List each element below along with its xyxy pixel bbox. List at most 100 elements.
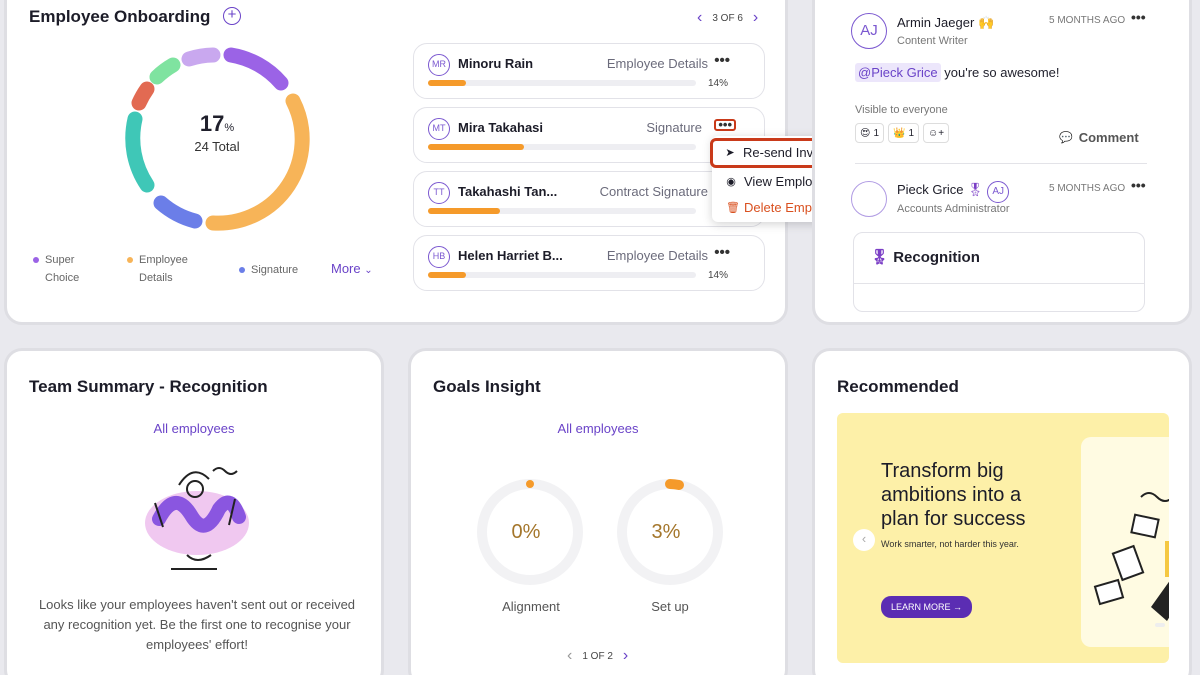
post-message: @Pieck Grice you're so awesome! <box>855 63 1060 82</box>
more-options-icon[interactable]: ••• <box>1131 177 1146 193</box>
donut-percent-unit: % <box>224 122 235 134</box>
gauge-indicator <box>665 479 684 490</box>
chevron-right-icon[interactable]: › <box>752 9 759 26</box>
setup-gauge <box>617 479 723 585</box>
legend-employee-details: Employee Details <box>127 251 188 287</box>
chevron-right-icon[interactable]: › <box>622 647 629 664</box>
progress-fill <box>428 208 501 214</box>
employee-filter[interactable]: All employees <box>153 421 235 436</box>
recommended-card: Recommended ‹ Transform big ambitions in… <box>812 348 1192 675</box>
goals-pager: ‹ 1 OF 2 › <box>567 647 628 665</box>
progress-track <box>428 208 696 214</box>
divider <box>854 283 1144 284</box>
author-role: Content Writer <box>897 35 968 47</box>
pager-text: 3 OF 6 <box>712 12 743 24</box>
pager-text: 1 OF 2 <box>582 650 613 662</box>
progress-percent: 14% <box>707 78 728 89</box>
employee-name: Helen Harriet B... <box>458 248 563 263</box>
employee-onboarding-card: Employee Onboarding + ‹ 3 OF 6 › 17% 24 … <box>4 0 788 325</box>
legend-super-choice: Super Choice <box>33 251 79 287</box>
progress-track <box>428 144 696 150</box>
goals-insight-card: Goals Insight All employees 0% Alignment… <box>408 348 788 675</box>
message-text: you're so awesome! <box>940 65 1060 80</box>
promo-banner[interactable]: ‹ Transform big ambitions into a plan fo… <box>837 413 1169 663</box>
promo-subtext: Work smarter, not harder this year. <box>881 539 1019 549</box>
comment-button[interactable]: 💬 Comment <box>1059 130 1139 145</box>
employee-row[interactable]: TT Takahashi Tan... Contract Signature 2 <box>413 171 765 227</box>
employee-name: Minoru Rain <box>458 56 534 71</box>
author-role: Accounts Administrator <box>897 203 1010 215</box>
post-author: Pieck Grice 🎖 AJ <box>897 181 1010 203</box>
employee-row[interactable]: HB Helen Harriet B... Employee Details •… <box>413 235 765 291</box>
donut-segment-employee-details <box>205 93 310 231</box>
donut-total: 24 Total <box>194 139 240 154</box>
more-dropdown[interactable]: More ⌄ <box>331 261 373 276</box>
legend-label: Signature <box>251 264 299 276</box>
alignment-value: 0% <box>511 521 541 543</box>
employee-row[interactable]: MT Mira Takahasi Signature ••• 3 <box>413 107 765 163</box>
post-time: 5 MONTHS AGO <box>1049 15 1126 26</box>
promo-illustration-panel <box>1081 437 1169 647</box>
donut-segment-signature <box>153 195 203 229</box>
reaction-count: 1 <box>873 127 879 139</box>
employee-name: Takahashi Tan... <box>458 184 558 199</box>
recognition-heading: 🎖 Recognition <box>870 248 980 266</box>
legend-signature: Signature <box>239 261 299 279</box>
menu-label: Re-send Invite <box>743 145 827 160</box>
recognition-illustration <box>145 467 249 570</box>
reactions: 😍 1 👑 1 ☺+ <box>855 123 950 143</box>
more-options-icon[interactable]: ••• <box>714 52 730 69</box>
avatar: AJ <box>851 13 887 49</box>
recipient-avatar: AJ <box>987 181 1010 203</box>
team-summary-card: Team Summary - Recognition All employees… <box>4 348 384 675</box>
chevron-down-icon: ⌄ <box>364 265 373 276</box>
more-options-icon[interactable]: ••• <box>714 244 730 261</box>
recommended-title: Recommended <box>837 377 959 396</box>
employee-stage: Employee Details <box>606 248 708 263</box>
trash-icon: 🗑 <box>726 202 740 214</box>
more-options-icon[interactable]: ••• <box>714 118 736 131</box>
progress-fill <box>428 80 466 86</box>
progress-fill <box>428 272 466 278</box>
add-icon[interactable]: + <box>223 7 241 25</box>
avatar: MR <box>428 54 450 76</box>
mention-tag[interactable]: @Pieck Grice <box>855 63 941 82</box>
eye-icon: ◉ <box>726 176 736 188</box>
chevron-left-icon[interactable]: ‹ <box>697 9 703 26</box>
comment-icon: 💬 <box>1059 132 1073 144</box>
onboarding-pager: ‹ 3 OF 6 › <box>697 9 758 27</box>
medal-icon: 🎖 <box>870 249 890 266</box>
add-reaction-button[interactable]: ☺+ <box>923 123 950 143</box>
chevron-left-icon[interactable]: ‹ <box>567 647 573 664</box>
reaction-crown[interactable]: 👑 1 <box>888 123 920 143</box>
avatar: HB <box>428 246 450 268</box>
donut-segment-lilac <box>181 47 221 67</box>
legend-label: Employee <box>139 254 188 266</box>
legend-dot <box>33 257 39 263</box>
learn-more-button[interactable]: LEARN MORE → <box>881 596 973 618</box>
team-summary-title: Team Summary - Recognition <box>29 377 268 396</box>
visibility-text: Visible to everyone <box>855 104 948 116</box>
post-time: 5 MONTHS AGO <box>1049 183 1126 194</box>
donut-center: 17% 24 Total <box>147 111 287 154</box>
onboarding-donut-chart <box>125 47 310 231</box>
avatar <box>851 181 887 217</box>
donut-percent: 17 <box>199 111 225 136</box>
chevron-left-icon[interactable]: ‹ <box>853 529 875 551</box>
avatar: TT <box>428 182 450 204</box>
reaction-heart-eyes[interactable]: 😍 1 <box>855 123 884 143</box>
legend-label: Super <box>45 254 75 266</box>
employee-stage: Signature <box>646 120 702 135</box>
more-options-icon[interactable]: ••• <box>1131 9 1146 25</box>
employee-name: Mira Takahasi <box>458 120 544 135</box>
employee-row[interactable]: MR Minoru Rain Employee Details ••• 14% <box>413 43 765 99</box>
goals-title: Goals Insight <box>433 377 541 396</box>
donut-segment-teal <box>125 111 155 193</box>
employee-stage: Employee Details <box>606 56 708 71</box>
progress-track <box>428 272 696 278</box>
employee-filter[interactable]: All employees <box>557 421 639 436</box>
recognition-box: 🎖 Recognition <box>853 232 1145 312</box>
send-icon: ➤ <box>725 147 735 159</box>
legend-label: Details <box>139 272 173 284</box>
progress-track <box>428 80 696 86</box>
